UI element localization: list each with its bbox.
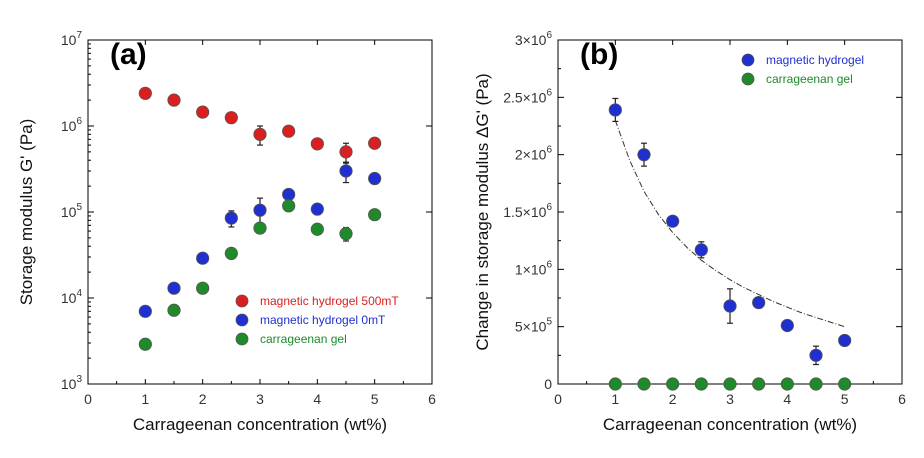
x-tick-label: 4 [783,391,791,407]
legend-label: magnetic hydrogel 0mT [260,313,386,327]
x-tick-label: 1 [141,391,149,407]
data-point [694,377,708,391]
data-point [723,377,737,391]
data-point [780,377,794,391]
data-point [253,203,267,217]
legend-marker [235,313,249,327]
data-point [637,377,651,391]
y-tick-label: 106 [61,116,83,134]
data-point [167,303,181,317]
data-point [282,199,296,213]
panel-b-label: (b) [580,38,618,71]
panel-a-y-axis-label: Storage modulus G' (Pa) [17,119,36,306]
y-tick-label: 1×106 [515,259,553,277]
x-tick-label: 2 [669,391,677,407]
data-point [694,243,708,257]
data-point [138,304,152,318]
data-point [167,93,181,107]
panel-a-label: (a) [110,38,147,71]
x-tick-label: 0 [84,391,92,407]
data-point [196,251,210,265]
y-tick-label: 1.5×106 [503,202,552,220]
data-point [196,281,210,295]
y-tick-label: 105 [61,202,83,220]
data-point [310,202,324,216]
data-point [368,136,382,150]
panel-b-legend: magnetic hydrogel carrageenan gel [741,53,864,86]
legend-label: magnetic hydrogel [766,53,864,67]
y-tick-label: 107 [61,30,83,48]
x-tick-label: 0 [554,391,562,407]
data-point [666,214,680,228]
panel-b-marks [608,97,852,391]
x-tick-label: 3 [726,391,734,407]
y-tick-label: 103 [61,374,83,392]
x-tick-label: 1 [611,391,619,407]
panel-a-marks [138,86,382,351]
panel-b-x-axis-label: Carrageenan concentration (wt%) [603,415,857,434]
data-point [780,318,794,333]
x-tick-label: 4 [313,391,321,407]
data-point [339,227,353,241]
x-tick-label: 6 [428,391,436,407]
data-point [282,187,296,202]
data-point [253,221,267,235]
data-point [339,164,353,178]
legend-label: carrageenan gel [766,72,853,86]
data-point [838,333,852,348]
data-point [637,148,651,162]
data-point [752,377,766,391]
x-tick-label: 6 [898,391,906,407]
x-tick-label: 3 [256,391,264,407]
data-point [723,299,737,313]
data-point [138,86,152,100]
x-tick-label: 5 [371,391,379,407]
legend-marker [741,72,755,86]
data-point [838,377,852,391]
y-tick-label: 104 [61,288,83,306]
data-point [224,211,238,225]
panel-a-legend: magnetic hydrogel 500mT magnetic hydrogel… [235,294,399,346]
panel-b-y-axis-label: Change in storage modulus ΔG' (Pa) [473,73,492,350]
data-point [339,145,353,159]
legend-label: carrageenan gel [260,332,347,346]
data-point [224,246,238,261]
data-point [224,111,238,125]
panel-a-x-axis-label: Carrageenan concentration (wt%) [133,415,387,434]
data-point [253,127,267,141]
y-tick-label: 2×106 [515,145,553,163]
panel-b-frame [557,39,903,385]
y-tick-label: 3×106 [515,30,553,48]
legend-marker [235,294,249,308]
panel-b-fit-curve-group [614,120,845,328]
panel-a: (a) Carrageenan concentration (wt%) Stor… [17,30,436,434]
legend-marker [235,332,249,346]
x-tick-label: 2 [199,391,207,407]
data-point [809,348,823,362]
data-point [666,377,680,391]
fit-curve [614,120,845,328]
panel-b-ticks: 0 1 2 3 4 5 6 0 5×105 1×106 1.5×106 2×106 2.5×106 3×1… [503,30,906,407]
data-point [196,105,210,119]
y-tick-label: 2.5×106 [503,87,552,105]
data-point [310,222,324,236]
data-point [608,377,622,391]
data-point [167,281,181,295]
data-point [368,171,382,186]
legend-marker [741,53,755,67]
x-tick-label: 5 [841,391,849,407]
data-point [608,103,622,117]
data-point [282,124,296,138]
data-point [138,337,152,351]
panel-b: (b) Carrageenan concentration (wt%) Chan… [473,30,906,434]
data-point [809,377,823,391]
data-point [752,295,766,310]
data-point [368,208,382,222]
panel-a-ticks: 0 1 2 3 4 5 6 103 104 105 106 107 [61,30,436,407]
y-tick-label: 5×105 [515,317,553,335]
data-point [310,137,324,151]
legend-label: magnetic hydrogel 500mT [260,294,399,308]
y-tick-label: 0 [544,376,552,392]
